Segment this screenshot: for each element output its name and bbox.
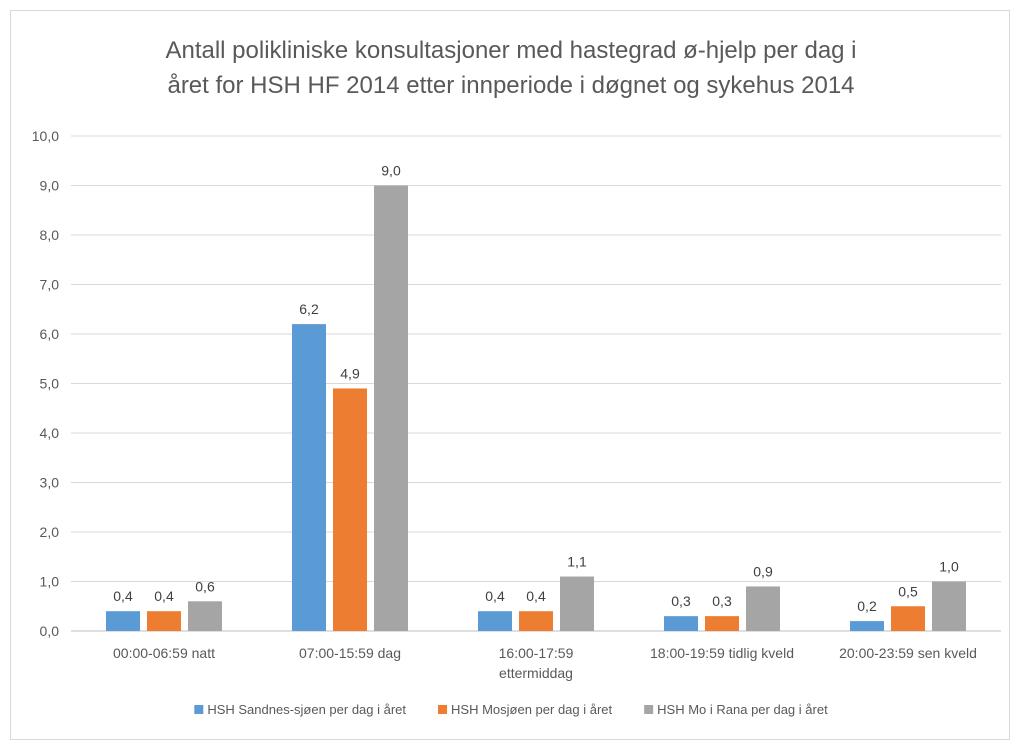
y-tick-label: 9,0 — [40, 178, 60, 194]
data-label: 0,9 — [753, 563, 773, 579]
x-category-label: 20:00-23:59 sen kveld — [839, 645, 977, 661]
bar — [705, 616, 739, 631]
legend-label: HSH Mo i Rana per dag i året — [657, 702, 828, 717]
chart-title-line-1: Antall polikliniske konsultasjoner med h… — [165, 37, 856, 64]
bar — [333, 388, 367, 631]
y-tick-label: 4,0 — [40, 425, 60, 441]
bar — [560, 576, 594, 631]
bar — [292, 324, 326, 631]
x-category-label: 16:00-17:59 — [499, 645, 574, 661]
bar — [188, 601, 222, 631]
y-tick-label: 5,0 — [40, 376, 60, 392]
x-category-label: 18:00-19:59 tidlig kveld — [650, 645, 794, 661]
data-label: 0,4 — [113, 588, 133, 604]
y-tick-label: 8,0 — [40, 227, 60, 243]
legend: HSH Sandnes-sjøen per dag i året HSH Mosj… — [194, 702, 828, 717]
bar — [147, 611, 181, 631]
data-label: 0,4 — [526, 588, 546, 604]
data-label: 0,5 — [898, 583, 918, 599]
data-label: 0,4 — [154, 588, 174, 604]
y-tick-label: 0,0 — [40, 623, 60, 639]
y-tick-label: 6,0 — [40, 326, 60, 342]
bar — [746, 586, 780, 631]
data-label: 1,0 — [939, 559, 959, 575]
legend-label: HSH Mosjøen per dag i året — [451, 702, 613, 717]
data-label: 0,3 — [671, 593, 691, 609]
bar — [374, 185, 408, 631]
chart-title: Antall polikliniske konsultasjoner med h… — [165, 37, 856, 99]
legend-label: HSH Sandnes-sjøen per dag i året — [207, 702, 406, 717]
chart-frame: Antall polikliniske konsultasjoner med h… — [10, 10, 1010, 740]
x-category-label: ettermiddag — [499, 665, 573, 681]
y-tick-label: 3,0 — [40, 475, 60, 491]
legend-swatch — [438, 705, 448, 714]
legend-swatch — [644, 705, 654, 714]
bar — [519, 611, 553, 631]
bar — [478, 611, 512, 631]
chart-title-line-2: året for HSH HF 2014 etter innperiode i … — [167, 72, 854, 99]
legend-swatch — [194, 705, 204, 714]
data-label: 9,0 — [381, 163, 401, 179]
y-tick-label: 7,0 — [40, 277, 60, 293]
bar — [932, 581, 966, 631]
y-tick-label: 1,0 — [40, 574, 60, 590]
x-axis-category-labels: 00:00-06:59 natt 07:00-15:59 dag 16:00-17:… — [113, 645, 977, 681]
data-label: 0,3 — [712, 593, 732, 609]
data-label: 0,2 — [857, 598, 877, 614]
bar — [850, 621, 884, 631]
bars — [106, 185, 966, 631]
data-label: 6,2 — [299, 301, 319, 317]
data-label: 0,6 — [195, 578, 215, 594]
x-category-label: 07:00-15:59 dag — [299, 645, 401, 661]
y-axis-tick-labels: 0,0 1,0 2,0 3,0 4,0 5,0 6,0 7,0 8,0 9,0 10,0 — [32, 128, 59, 639]
data-label: 0,4 — [485, 588, 505, 604]
bar — [891, 606, 925, 631]
legend-item: HSH Sandnes-sjøen per dag i året — [194, 702, 406, 717]
y-tick-label: 10,0 — [32, 128, 59, 144]
data-label: 1,1 — [567, 554, 587, 570]
x-category-label: 00:00-06:59 natt — [113, 645, 215, 661]
gridlines — [71, 135, 1001, 632]
bar — [664, 616, 698, 631]
data-labels: 0,4 0,4 0,6 6,2 4,9 9,0 0,4 0,4 1,1 0,3 0,3 0,9 0,2 0… — [113, 163, 959, 615]
y-tick-label: 2,0 — [40, 524, 60, 540]
legend-item: HSH Mo i Rana per dag i året — [644, 702, 828, 717]
data-label: 4,9 — [340, 365, 360, 381]
bar-chart: Antall polikliniske konsultasjoner med h… — [32, 37, 1001, 717]
bar — [106, 611, 140, 631]
legend-item: HSH Mosjøen per dag i året — [438, 702, 613, 717]
